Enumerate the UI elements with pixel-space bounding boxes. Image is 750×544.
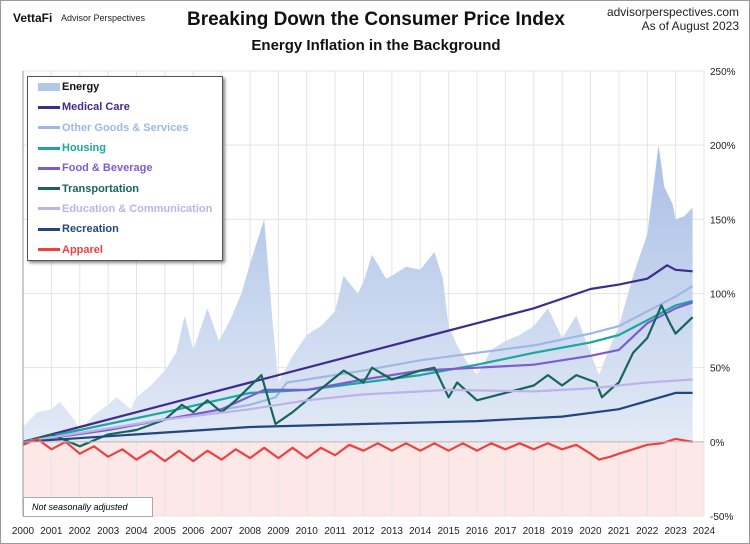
- x-tick-label: 2020: [579, 526, 602, 537]
- x-tick-label: 2010: [296, 526, 319, 537]
- series-line-medical-care: [22, 264, 693, 443]
- logo-subtitle: Advisor Perspectives: [61, 13, 146, 23]
- x-tick-label: 2018: [523, 526, 546, 537]
- site-url: advisorperspectives.com: [606, 5, 739, 19]
- series-line-transportation: [22, 304, 694, 448]
- x-tick-label: 2007: [211, 526, 234, 537]
- x-tick-label: 2021: [608, 526, 631, 537]
- x-tick-label: 2008: [239, 526, 262, 537]
- chart-subtitle: Energy Inflation in the Background: [251, 37, 501, 54]
- legend-label: Food & Beverage: [62, 162, 153, 175]
- legend-label: Education & Communication: [62, 202, 213, 215]
- legend-label: Energy: [62, 81, 100, 94]
- x-tick-label: 2004: [125, 526, 148, 537]
- x-tick-label: 2011: [324, 526, 346, 537]
- x-tick-label: 2000: [12, 526, 35, 537]
- source: advisorperspectives.com As of August 2023: [607, 5, 739, 33]
- legend-swatch: [38, 166, 60, 170]
- legend-swatch: [38, 248, 60, 252]
- legend-item: Medical Care: [28, 97, 222, 117]
- legend-label: Housing: [62, 142, 106, 155]
- legend-swatch: [38, 227, 60, 231]
- legend: Energy Medical Care Other Goods & Services…: [27, 76, 223, 261]
- legend-swatch: [38, 83, 60, 92]
- seasonal-note: Not seasonally adjusted: [23, 497, 153, 517]
- logo: VettaFi: [13, 11, 53, 25]
- x-tick-label: 2014: [409, 526, 432, 537]
- x-tick-label: 2015: [438, 526, 461, 537]
- series-line-education-communication: [22, 378, 693, 443]
- legend-swatch: [38, 187, 60, 191]
- x-tick-label: 2019: [551, 526, 574, 537]
- y-tick-label: 50%: [710, 364, 730, 375]
- legend-label: Transportation: [62, 182, 140, 195]
- x-tick-label: 2016: [466, 526, 489, 537]
- legend-item: Transportation: [28, 178, 222, 198]
- x-tick-label: 2023: [665, 526, 688, 537]
- legend-swatch: [38, 126, 60, 130]
- legend-item: Other Goods & Services: [28, 118, 222, 138]
- y-tick-label: -50%: [710, 512, 733, 523]
- x-tick-label: 2003: [97, 526, 120, 537]
- y-tick-label: 100%: [710, 290, 736, 301]
- y-tick-label: 0%: [710, 438, 725, 449]
- series-line-recreation: [22, 391, 693, 443]
- legend-label: Apparel: [62, 243, 103, 256]
- legend-item: Housing: [28, 138, 222, 158]
- legend-item: Education & Communication: [28, 199, 222, 219]
- legend-item: Apparel: [28, 239, 222, 259]
- series-line-apparel: [22, 437, 693, 463]
- y-tick-label: 150%: [710, 215, 736, 226]
- legend-swatch: [38, 105, 60, 109]
- x-tick-label: 2006: [182, 526, 205, 537]
- legend-item: Recreation: [28, 219, 222, 239]
- x-tick-label: 2013: [381, 526, 404, 537]
- series-line-other-goods-services: [22, 285, 694, 443]
- x-tick-label: 2022: [636, 526, 659, 537]
- x-tick-label: 2024: [693, 526, 716, 537]
- x-tick-label: 2017: [494, 526, 517, 537]
- chart-title: Breaking Down the Consumer Price Index: [187, 9, 565, 30]
- legend-item: Energy: [28, 77, 222, 97]
- legend-label: Medical Care: [62, 101, 130, 114]
- legend-label: Other Goods & Services: [62, 121, 189, 134]
- legend-item: Food & Beverage: [28, 158, 222, 178]
- y-tick-label: 200%: [710, 141, 736, 152]
- x-tick-label: 2012: [352, 526, 375, 537]
- x-tick-label: 2005: [154, 526, 177, 537]
- y-tick-label: 250%: [710, 67, 736, 78]
- legend-swatch: [38, 146, 60, 150]
- as-of-date: As of August 2023: [641, 19, 739, 33]
- legend-label: Recreation: [62, 223, 119, 236]
- legend-swatch: [38, 207, 60, 211]
- energy-area: [23, 145, 693, 442]
- x-tick-label: 2009: [267, 526, 290, 537]
- x-tick-label: 2001: [40, 526, 63, 537]
- x-tick-label: 2002: [69, 526, 92, 537]
